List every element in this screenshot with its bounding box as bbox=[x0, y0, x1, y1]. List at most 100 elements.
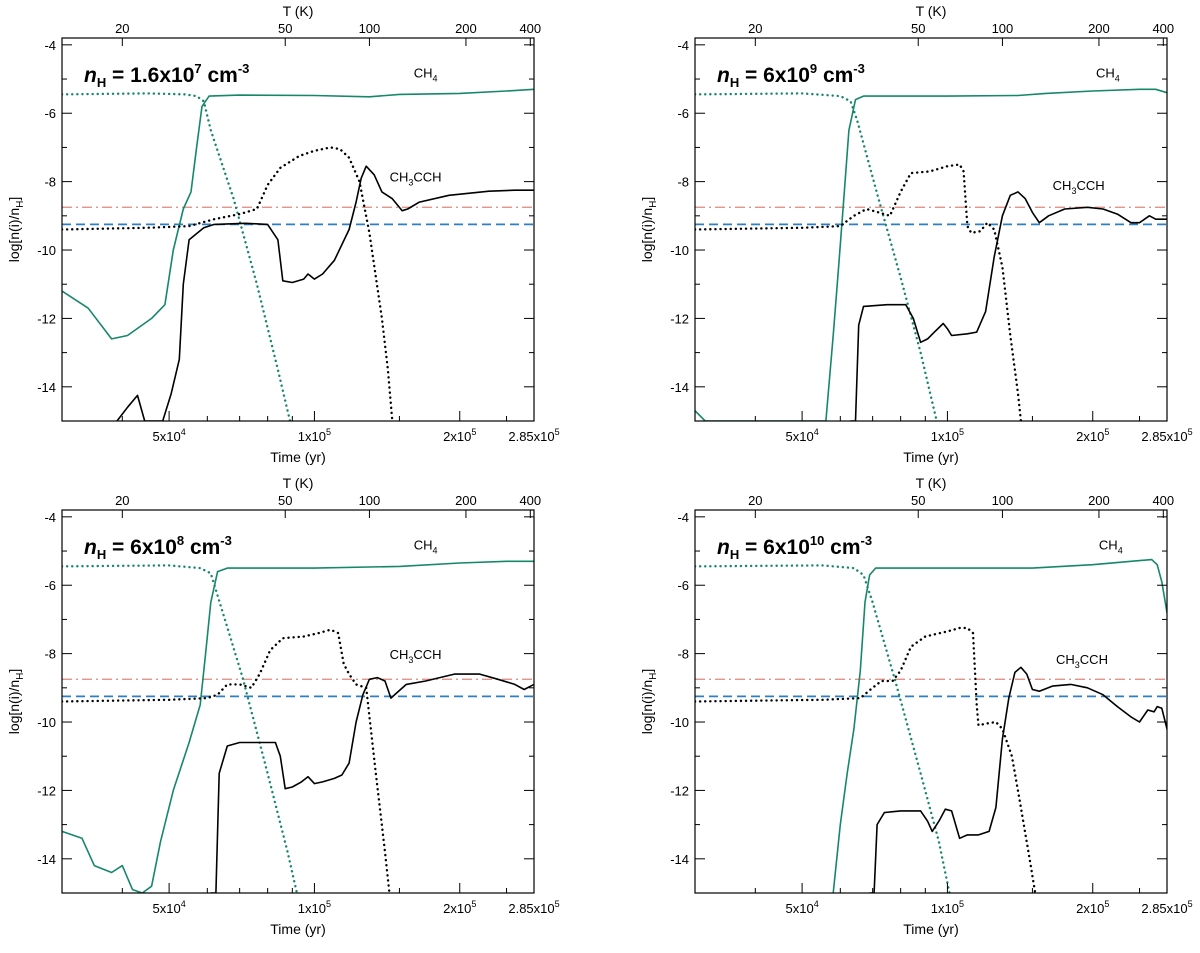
top-tick-label: 50 bbox=[278, 493, 292, 508]
series-ch4-ice bbox=[695, 92, 938, 421]
x-tick-label: 2.85x105 bbox=[508, 899, 559, 916]
top-tick-label: 200 bbox=[1088, 21, 1110, 36]
series-ch3cch-ice bbox=[695, 163, 1023, 421]
y-tick-label: -6 bbox=[677, 578, 689, 593]
y-tick-label: -4 bbox=[677, 510, 689, 525]
plot-area bbox=[62, 88, 534, 421]
plot-area bbox=[695, 88, 1167, 421]
panel-bottom-left: -4 -6 -8 -10 -12 -14 5x104 1x105 2x105 2.85x105 20… bbox=[6, 475, 560, 937]
plot-frame bbox=[694, 37, 1168, 422]
top-tick-label: 50 bbox=[278, 21, 292, 36]
x-tick-label: 2x105 bbox=[443, 427, 476, 444]
top-tick-label: 100 bbox=[359, 493, 381, 508]
top-tick-label: 400 bbox=[519, 21, 541, 36]
top-axis-title: T (K) bbox=[916, 475, 947, 491]
label-ch4: CH4 bbox=[1099, 537, 1123, 555]
panel-title: nH = 1.6x107 cm-3 bbox=[84, 61, 249, 90]
y-tick-label: -8 bbox=[44, 647, 56, 662]
top-tick-label: 400 bbox=[1152, 21, 1174, 36]
top-tick-label: 50 bbox=[911, 493, 925, 508]
y-tick-label: -8 bbox=[44, 175, 56, 190]
y-tick-label: -12 bbox=[37, 311, 56, 326]
x-tick-label: 2x105 bbox=[1076, 899, 1109, 916]
top-axis-title: T (K) bbox=[283, 3, 314, 19]
label-ch3cch: CH3CCH bbox=[390, 647, 442, 665]
top-tick-label: 400 bbox=[519, 493, 541, 508]
x-tick-label: 5x104 bbox=[152, 899, 185, 916]
y-tick-label: -6 bbox=[677, 106, 689, 121]
top-tick-label: 100 bbox=[992, 493, 1014, 508]
plot-frame bbox=[61, 509, 535, 894]
series-ch3cch-ice bbox=[62, 628, 391, 893]
series-ch4-gas bbox=[62, 88, 534, 340]
top-tick-label: 20 bbox=[748, 493, 762, 508]
y-tick-label: -8 bbox=[677, 647, 689, 662]
y-tick-label: -12 bbox=[670, 783, 689, 798]
x-tick-label: 1x105 bbox=[298, 427, 331, 444]
x-axis-title: Time (yr) bbox=[903, 449, 958, 465]
top-tick-label: 100 bbox=[992, 21, 1014, 36]
y-tick-label: -4 bbox=[44, 510, 56, 525]
plot-area bbox=[695, 558, 1167, 893]
y-tick-label: -10 bbox=[670, 715, 689, 730]
panel-top-left: -4 -6 -8 -10 -12 -14 5x104 1x105 2x105 2.85x105 20… bbox=[6, 3, 560, 465]
y-tick-label: -12 bbox=[37, 783, 56, 798]
panel-title: nH = 6x108 cm-3 bbox=[84, 533, 232, 562]
top-tick-label: 200 bbox=[455, 493, 477, 508]
series-ch3cch-gas bbox=[116, 165, 534, 421]
y-tick-label: -14 bbox=[37, 852, 56, 867]
label-ch3cch: CH3CCH bbox=[1056, 652, 1108, 670]
series-ch3cch-gas bbox=[210, 673, 534, 893]
y-tick-label: -10 bbox=[37, 715, 56, 730]
y-tick-label: -10 bbox=[670, 243, 689, 258]
series-ch4-gas bbox=[695, 88, 1167, 421]
x-tick-label: 2.85x105 bbox=[1141, 427, 1192, 444]
x-tick-label: 5x104 bbox=[152, 427, 185, 444]
top-tick-label: 100 bbox=[359, 21, 381, 36]
top-tick-label: 20 bbox=[748, 21, 762, 36]
top-axis-title: T (K) bbox=[283, 475, 314, 491]
top-tick-label: 20 bbox=[115, 493, 129, 508]
y-tick-label: -6 bbox=[44, 106, 56, 121]
x-axis-title: Time (yr) bbox=[270, 449, 325, 465]
panel-bottom-right: -4 -6 -8 -10 -12 -14 5x104 1x105 2x105 2.85x105 20… bbox=[639, 475, 1193, 937]
x-tick-label: 2.85x105 bbox=[1141, 899, 1192, 916]
y-tick-label: -14 bbox=[670, 852, 689, 867]
label-ch4: CH4 bbox=[414, 65, 438, 83]
y-axis-title: log[n(i)/nH] bbox=[639, 669, 659, 735]
y-tick-label: -12 bbox=[670, 311, 689, 326]
x-tick-label: 2.85x105 bbox=[508, 427, 559, 444]
top-tick-label: 400 bbox=[1152, 493, 1174, 508]
y-tick-label: -4 bbox=[677, 38, 689, 53]
series-ch3cch-gas bbox=[868, 666, 1167, 893]
top-tick-label: 50 bbox=[911, 21, 925, 36]
y-axis-title: log[n(i)/nH] bbox=[6, 669, 26, 735]
y-tick-label: -14 bbox=[670, 380, 689, 395]
series-ch4-ice bbox=[62, 92, 292, 421]
top-tick-label: 20 bbox=[115, 21, 129, 36]
top-axis-title: T (K) bbox=[916, 3, 947, 19]
series-ch3cch-gas bbox=[849, 191, 1167, 421]
x-tick-label: 5x104 bbox=[785, 427, 818, 444]
y-axis-title: log[n(i)/nH] bbox=[639, 197, 659, 263]
panel-title: nH = 6x1010 cm-3 bbox=[717, 533, 872, 562]
label-ch4: CH4 bbox=[1096, 65, 1120, 83]
y-tick-label: -14 bbox=[37, 380, 56, 395]
x-axis-title: Time (yr) bbox=[270, 921, 325, 937]
x-tick-label: 1x105 bbox=[931, 899, 964, 916]
y-tick-label: -4 bbox=[44, 38, 56, 53]
series-ch3cch-ice bbox=[695, 626, 1037, 893]
label-ch3cch: CH3CCH bbox=[390, 170, 442, 188]
series-ch4-gas bbox=[62, 560, 534, 893]
y-tick-label: -10 bbox=[37, 243, 56, 258]
x-tick-label: 1x105 bbox=[298, 899, 331, 916]
x-axis-title: Time (yr) bbox=[903, 921, 958, 937]
x-tick-label: 2x105 bbox=[443, 899, 476, 916]
x-tick-label: 1x105 bbox=[931, 427, 964, 444]
plot-frame bbox=[694, 509, 1168, 894]
x-tick-label: 2x105 bbox=[1076, 427, 1109, 444]
y-tick-label: -6 bbox=[44, 578, 56, 593]
series-ch4-ice bbox=[62, 564, 299, 893]
series-ch4-ice bbox=[695, 564, 951, 893]
